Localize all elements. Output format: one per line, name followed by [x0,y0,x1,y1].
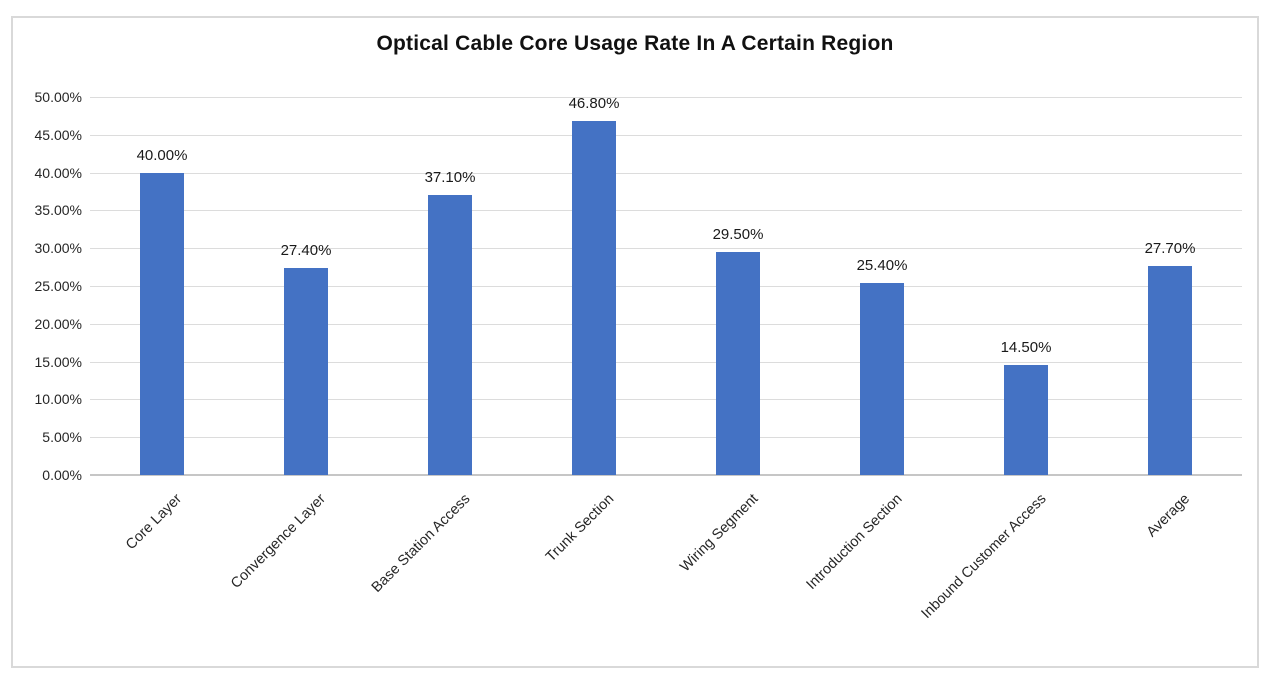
bar-value-label: 27.70% [1144,239,1196,257]
bar-value-label: 14.50% [1000,339,1052,357]
bar [1148,265,1192,475]
y-tick-label: 50.00% [34,89,82,105]
y-tick-label: 5.00% [42,429,82,446]
gridline [90,210,1242,212]
bar [140,172,184,475]
bar [860,282,904,475]
gridline [90,248,1242,250]
gridline [90,437,1242,439]
bar [572,121,616,475]
bar-value-label: 27.40% [280,241,332,259]
bar [428,194,472,475]
bar-value-label: 37.10% [424,168,476,186]
bar-value-label: 40.00% [136,146,188,164]
bar [716,251,760,475]
y-tick-label: 15.00% [34,353,82,370]
y-tick-label: 35.00% [34,202,82,219]
y-tick-label: 25.00% [34,278,82,294]
bar [1004,365,1048,475]
bar-value-label: 29.50% [712,225,764,243]
bar-value-label: 25.40% [856,256,908,274]
y-tick-label: 40.00% [34,164,82,181]
bar [284,267,328,475]
gridline [90,361,1242,363]
chart-title: Optical Cable Core Usage Rate In A Certa… [376,32,894,55]
gridline [90,97,1242,98]
gridline [90,286,1242,287]
x-axis-line [90,474,1242,476]
y-tick-label: 0.00% [42,467,82,483]
chart-frame [11,16,1259,668]
gridline [90,172,1242,174]
bar-value-label: 46.80% [568,95,620,113]
gridline [90,323,1242,325]
y-tick-label: 20.00% [34,315,82,332]
gridline [90,134,1242,136]
y-tick-label: 10.00% [34,391,82,408]
y-tick-label: 30.00% [34,240,82,257]
gridline [90,399,1242,401]
y-tick-label: 45.00% [34,126,82,143]
